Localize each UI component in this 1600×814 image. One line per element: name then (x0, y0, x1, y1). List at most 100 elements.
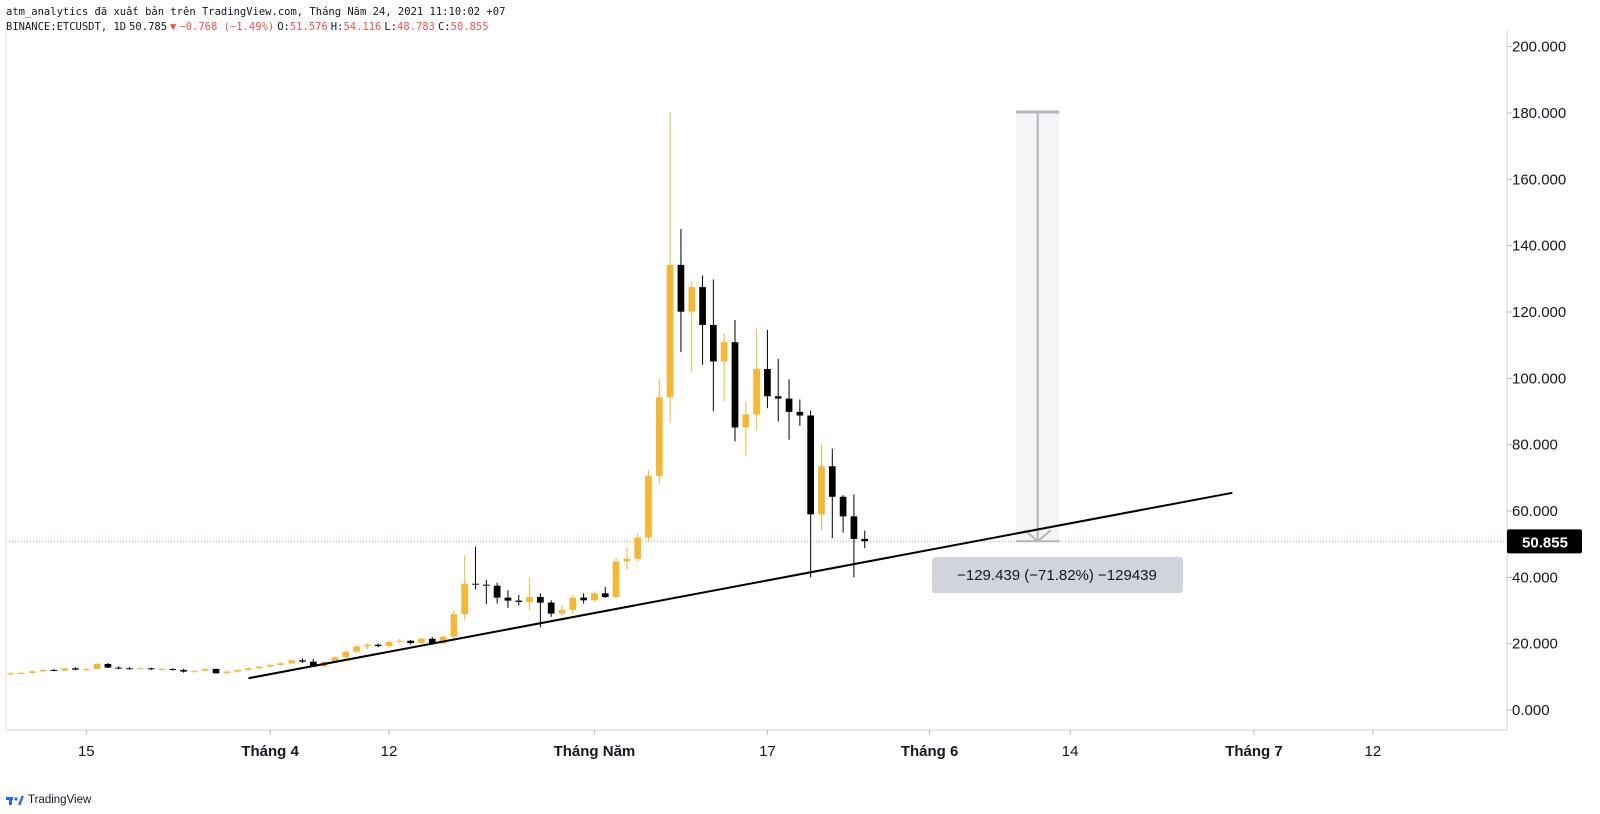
candle-body (601, 593, 609, 597)
candle[interactable] (569, 595, 577, 614)
candle[interactable] (450, 610, 458, 642)
candle[interactable] (266, 663, 274, 668)
candle[interactable] (39, 668, 47, 672)
candle[interactable] (18, 671, 25, 674)
candle[interactable] (136, 667, 144, 670)
candle[interactable] (212, 668, 220, 674)
candle-body (255, 666, 263, 669)
x-axis[interactable]: 15 Tháng 4 12 Tháng Năm 17 Tháng 6 14 Tháng 7 12 (78, 730, 1381, 760)
candle[interactable] (612, 557, 620, 599)
candle[interactable] (299, 658, 306, 663)
candle[interactable] (839, 495, 847, 533)
candle[interactable] (515, 594, 523, 606)
candle-body (212, 668, 220, 674)
candle[interactable] (126, 666, 133, 670)
candle[interactable] (28, 670, 36, 674)
candle[interactable] (504, 590, 512, 608)
candle-body (472, 583, 479, 585)
candle-body (742, 414, 750, 428)
candle[interactable] (72, 667, 79, 671)
candle[interactable] (764, 329, 771, 409)
x-tick-label: 14 (1062, 743, 1079, 760)
candle[interactable] (374, 643, 382, 648)
candle[interactable] (710, 279, 717, 412)
candle[interactable] (407, 640, 414, 645)
candle[interactable] (93, 662, 101, 670)
candle[interactable] (482, 580, 490, 604)
measure-range-tool[interactable] (1016, 110, 1060, 543)
candle[interactable] (245, 667, 252, 671)
candle[interactable] (82, 668, 90, 671)
candle-body (245, 668, 252, 670)
candle[interactable] (201, 668, 209, 672)
x-tick-label: Tháng 6 (901, 743, 959, 760)
candle[interactable] (655, 379, 663, 484)
candle[interactable] (558, 605, 566, 616)
candle[interactable] (61, 667, 69, 671)
candle[interactable] (774, 358, 782, 422)
candle[interactable] (255, 665, 263, 670)
candle-body (591, 593, 598, 601)
candle-body (342, 651, 350, 658)
candle[interactable] (115, 666, 123, 670)
candle[interactable] (158, 667, 166, 671)
symbol-label[interactable]: BINANCE:ETCUSDT, 1D (6, 21, 127, 33)
candle[interactable] (234, 669, 241, 673)
candle[interactable] (104, 662, 112, 668)
candle[interactable] (634, 533, 642, 562)
candle[interactable] (601, 587, 609, 598)
candle-body (407, 640, 414, 644)
tradingview-footer[interactable]: TradingView (6, 794, 91, 806)
candle[interactable] (537, 593, 544, 628)
candle[interactable] (50, 668, 58, 672)
candle[interactable] (169, 668, 177, 671)
candle[interactable] (439, 635, 447, 645)
candle[interactable] (277, 662, 285, 666)
trendline[interactable] (248, 491, 1233, 680)
candles-layer[interactable] (7, 111, 869, 675)
candle[interactable] (731, 319, 739, 442)
candle-body (277, 663, 285, 665)
candle[interactable] (796, 399, 804, 426)
candle[interactable] (623, 547, 631, 570)
candle[interactable] (191, 670, 198, 673)
trendline-segment[interactable] (248, 491, 1233, 680)
candle[interactable] (180, 668, 187, 673)
candle[interactable] (353, 645, 360, 654)
candle-body (699, 287, 706, 325)
candle[interactable] (688, 280, 696, 372)
candle-body (126, 668, 133, 670)
candle[interactable] (580, 593, 587, 604)
candle[interactable] (147, 667, 155, 670)
candle[interactable] (591, 591, 598, 602)
candle[interactable] (472, 546, 479, 590)
candle[interactable] (461, 555, 469, 620)
candle[interactable] (385, 640, 393, 649)
candle[interactable] (7, 672, 14, 675)
candle[interactable] (720, 332, 728, 402)
candle[interactable] (818, 443, 825, 530)
candle[interactable] (342, 650, 350, 659)
candle[interactable] (677, 229, 685, 353)
y-axis[interactable]: 0.000 20.000 40.000 60.000 80.000 100.000 120.… (1507, 39, 1566, 720)
candle[interactable] (753, 328, 760, 430)
candle[interactable] (396, 638, 404, 644)
candle[interactable] (288, 659, 296, 664)
candle[interactable] (418, 637, 425, 645)
candle[interactable] (861, 530, 869, 549)
candle[interactable] (666, 111, 674, 423)
candle[interactable] (699, 275, 706, 365)
candle[interactable] (645, 470, 652, 541)
candle[interactable] (547, 600, 555, 617)
candle[interactable] (785, 379, 793, 440)
candle[interactable] (364, 643, 371, 650)
candle[interactable] (828, 448, 836, 539)
candle[interactable] (493, 582, 501, 604)
open-value: 51.576 (289, 21, 328, 33)
candle-body (861, 538, 869, 542)
candle[interactable] (223, 670, 231, 674)
candle[interactable] (807, 410, 815, 578)
candle[interactable] (526, 577, 533, 611)
candle[interactable] (742, 401, 750, 457)
